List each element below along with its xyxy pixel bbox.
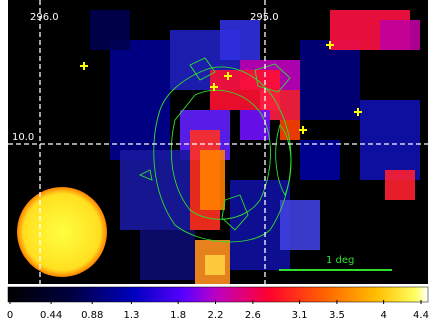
pixel-block — [280, 200, 320, 250]
pixel-block — [380, 20, 420, 50]
colorbar-tick-label: 0.88 — [81, 310, 103, 321]
pixel-block — [110, 40, 170, 160]
pixel-block — [205, 255, 225, 275]
colorbar-tick-label: 3.1 — [292, 310, 308, 321]
pixel-block — [385, 170, 415, 200]
colorbar-tick-label: 3.5 — [329, 310, 345, 321]
coordinate-grid — [8, 0, 428, 284]
pixel-block — [300, 40, 360, 120]
colorbar-tick-label: 1.8 — [170, 310, 186, 321]
pixel-block — [360, 100, 420, 180]
dec-label: 10.0 — [12, 132, 34, 143]
colorbar-ticks: 0 0.44 0.88 1.3 1.8 2.2 2.6 3.1 3.5 4 4.4 — [7, 300, 429, 321]
ra-label: 295.0 — [250, 12, 279, 23]
colorbar-tick-label: 2.6 — [245, 310, 261, 321]
pixel-block — [220, 20, 260, 60]
source-markers — [80, 41, 362, 134]
colorbar-tick-label: 2.2 — [208, 310, 224, 321]
scale-bar-label: 1 deg — [326, 255, 354, 266]
colorbar-tick-label: 0.44 — [40, 310, 62, 321]
colorbar-tick-label: 4 — [380, 310, 386, 321]
pixel-block — [280, 120, 300, 140]
colorbar-tick-label: 0 — [7, 310, 13, 321]
colorbar-tick-label: 4.4 — [413, 310, 429, 321]
pixel-block — [200, 150, 225, 210]
colorbar — [7, 286, 429, 303]
sky-image: 296.0 295.0 10.0 1 deg — [8, 0, 428, 284]
pixel-block — [140, 230, 195, 280]
pixel-block — [300, 140, 340, 180]
contours — [138, 57, 292, 243]
colorbar-tick-label: 1.3 — [123, 310, 139, 321]
bright-source — [17, 187, 107, 277]
pixel-block — [120, 150, 190, 230]
pixel-block — [90, 10, 130, 50]
ra-label: 296.0 — [30, 12, 59, 23]
